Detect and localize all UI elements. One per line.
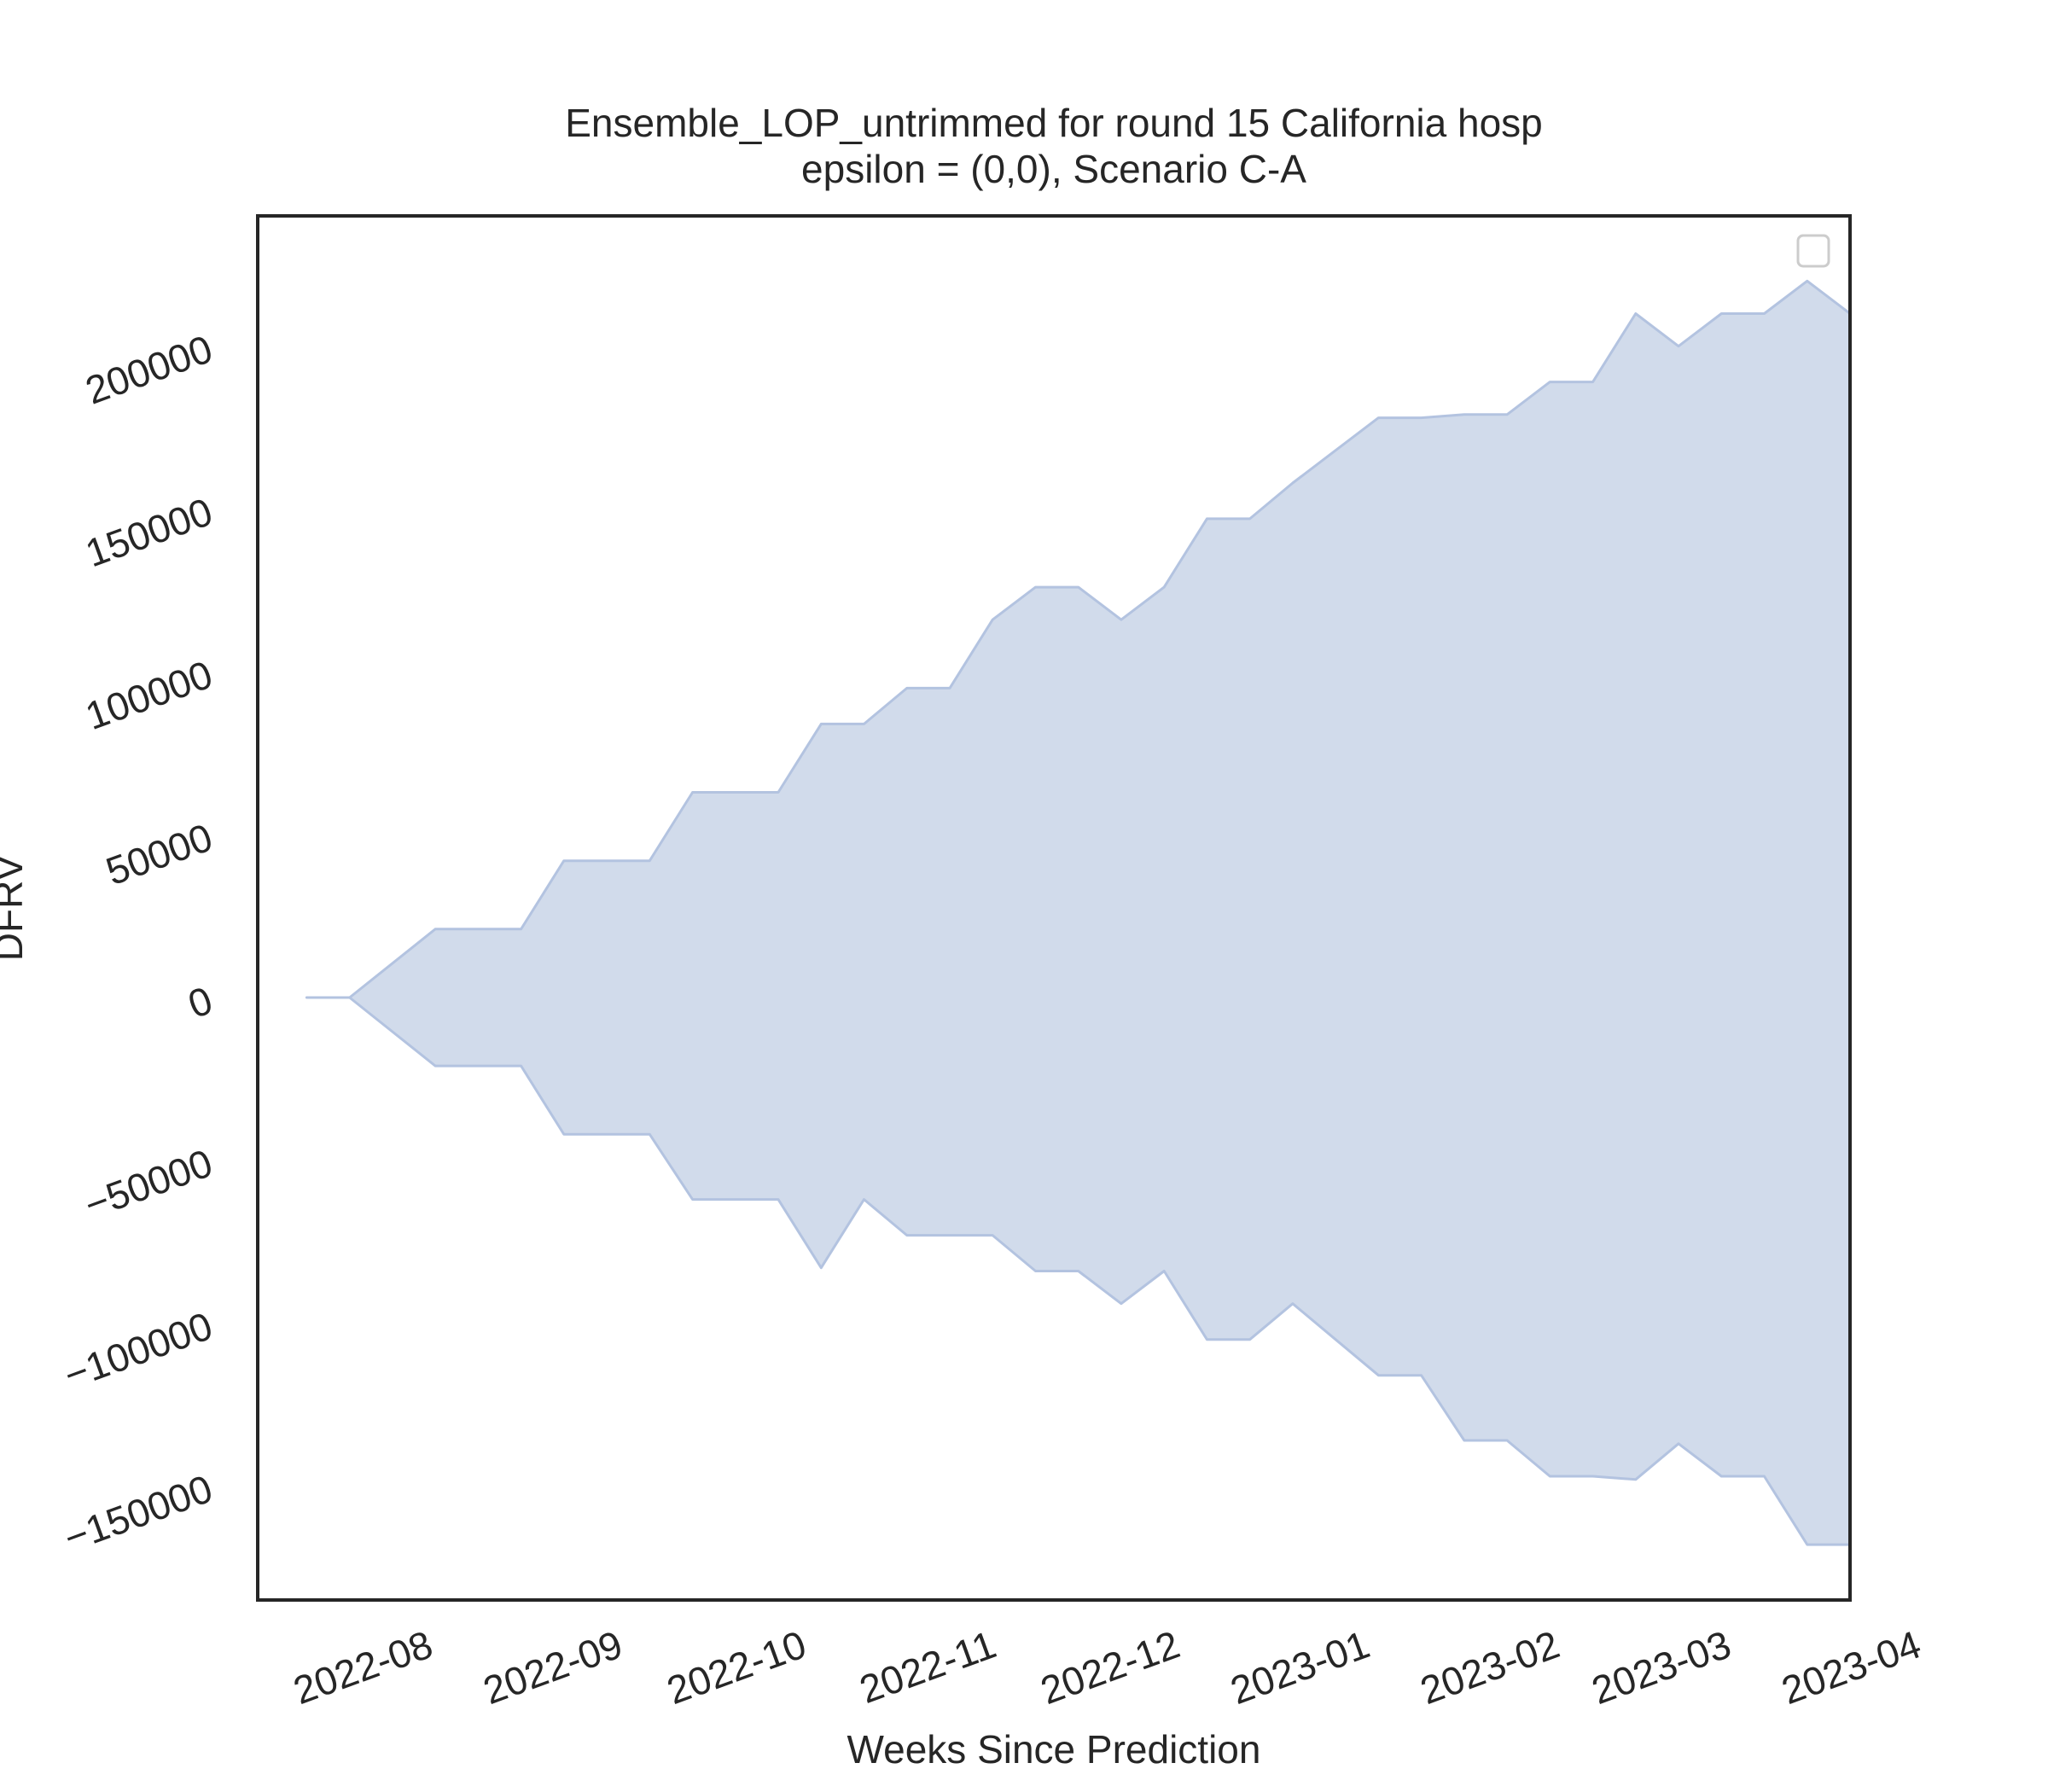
plot-frame [256,214,1852,1602]
x-tick-label: 2023-04 [1776,1622,1926,1713]
y-axis-label: DFRV [0,854,31,961]
x-tick-label: 2023-03 [1585,1622,1736,1713]
y-tick-label: 100000 [79,652,218,738]
y-tick-label: −50000 [79,1140,218,1227]
legend-box [1796,234,1830,268]
plot-area [305,279,1852,1546]
y-tick-label: −100000 [58,1303,218,1398]
y-tick-label: 0 [183,978,218,1027]
y-tick-label: 150000 [79,489,218,575]
uncertainty-band [305,279,1852,1546]
y-tick-label: 200000 [79,326,218,412]
x-tick-label: 2023-01 [1225,1622,1375,1713]
y-axis-ticks: 200000 150000 100000 50000 0 −50000 −100000 −15… [58,326,218,1560]
x-tick-label: 2022-08 [288,1622,438,1713]
x-axis-label: Weeks Since Prediction [847,1727,1261,1772]
x-tick-label: 2022-09 [477,1622,627,1713]
x-tick-label: 2023-02 [1415,1622,1565,1713]
y-tick-label: −150000 [58,1466,218,1561]
x-tick-label: 2022-12 [1035,1622,1185,1713]
chart-subtitle: epsilon = (0,0), Scenario C-A [801,147,1306,191]
chart-title: Ensemble_LOP_untrimmed for round 15 Cali… [565,101,1543,145]
x-axis-ticks: 2022-08 2022-09 2022-10 2022-11 2022-12 2023-… [288,1622,1926,1713]
x-tick-label: 2022-11 [854,1622,1002,1712]
x-tick-label: 2022-10 [661,1622,812,1713]
y-tick-label: 50000 [100,815,218,894]
